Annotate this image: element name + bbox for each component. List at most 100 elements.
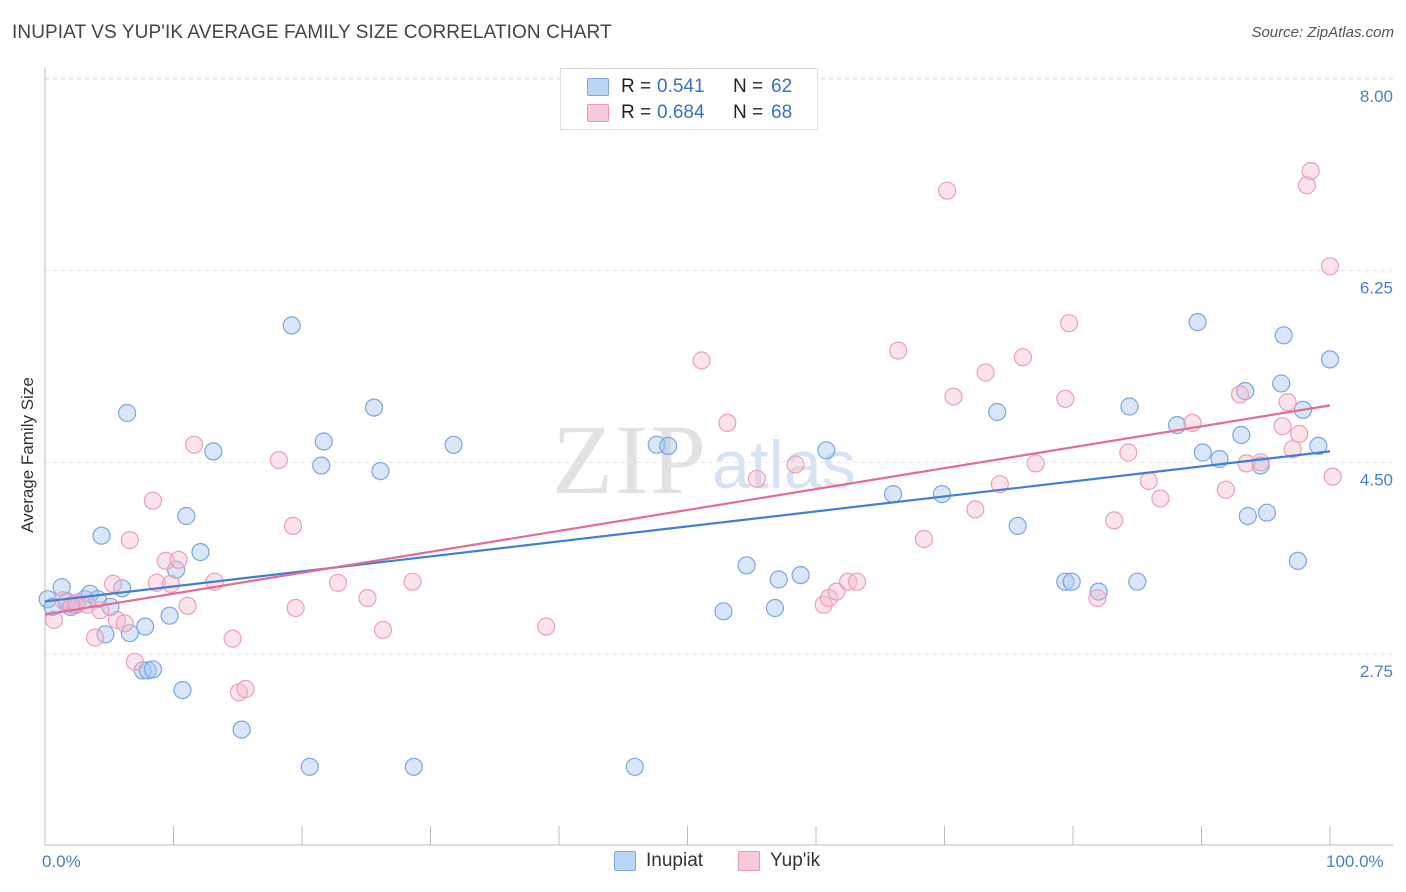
point-inupiat <box>769 570 788 589</box>
point-inupiat <box>1062 572 1081 591</box>
point-inupiat <box>1008 516 1027 536</box>
point-yupik <box>786 455 805 474</box>
legend-swatch-pink <box>587 104 609 122</box>
point-inupiat <box>177 506 196 526</box>
point-yupik <box>115 614 134 633</box>
point-inupiat <box>625 757 644 776</box>
point-yupik <box>103 574 123 594</box>
point-yupik <box>236 679 255 699</box>
legend-r-value: 0.684 <box>657 102 705 123</box>
point-inupiat <box>282 316 301 335</box>
point-yupik <box>1119 443 1138 462</box>
point-inupiat <box>43 597 62 617</box>
point-inupiat <box>1128 572 1147 591</box>
point-yupik <box>692 351 711 370</box>
point-inupiat <box>314 432 333 451</box>
point-yupik <box>358 588 377 608</box>
legend-n-label: N = <box>733 76 764 97</box>
legend-n-value: 62 <box>771 76 793 97</box>
series-yupik <box>44 161 1342 702</box>
grid-lines <box>45 77 1393 655</box>
point-inupiat <box>932 485 952 504</box>
point-yupik <box>1251 453 1270 472</box>
legend-r-value: 0.541 <box>657 76 705 97</box>
point-inupiat <box>173 680 192 700</box>
point-inupiat <box>136 617 155 636</box>
legend-row-yupik: R = 0.684 N = 68 <box>587 101 792 125</box>
trend-lines <box>44 404 1331 616</box>
point-inupiat <box>191 542 210 562</box>
point-yupik <box>718 413 737 432</box>
trend-line-inupiat <box>44 450 1331 603</box>
point-yupik <box>120 530 139 550</box>
correlation-legend: R = 0.541 N = 62 R = 0.684 N = 68 <box>560 68 818 130</box>
point-yupik <box>161 574 180 594</box>
point-inupiat <box>883 485 903 504</box>
point-yupik <box>156 551 175 571</box>
series-legend-inupiat: Inupiat <box>614 850 703 872</box>
point-inupiat <box>371 462 390 481</box>
point-inupiat <box>1236 382 1255 401</box>
point-inupiat <box>1257 503 1277 522</box>
point-inupiat <box>737 556 756 575</box>
series-inupiat <box>38 313 1340 776</box>
point-yupik <box>1056 389 1075 408</box>
point-yupik <box>1323 467 1342 486</box>
series-legend-label: Yup'ik <box>770 850 821 871</box>
point-inupiat <box>118 403 137 423</box>
point-inupiat <box>791 565 810 585</box>
point-yupik <box>328 573 348 592</box>
point-inupiat <box>714 602 733 621</box>
point-yupik <box>1290 424 1309 443</box>
point-yupik <box>1216 480 1236 499</box>
point-yupik <box>1297 176 1317 195</box>
point-yupik <box>286 598 305 618</box>
point-yupik <box>269 451 288 470</box>
chart-title: INUPIAT VS YUP'IK AVERAGE FAMILY SIZE CO… <box>12 22 612 43</box>
y-tick-label: 8.00 <box>1360 87 1393 106</box>
x-tick-label-min: 0.0% <box>42 852 81 871</box>
legend-r-label: R = <box>621 102 652 123</box>
point-inupiat <box>988 402 1007 422</box>
point-yupik <box>223 629 242 648</box>
series-legend: Inupiat Yup'ik <box>0 850 1406 878</box>
legend-swatch-blue <box>587 78 609 96</box>
point-yupik <box>1059 314 1079 333</box>
point-yupik <box>1278 393 1297 412</box>
point-inupiat <box>1274 326 1293 345</box>
point-yupik <box>1320 257 1340 276</box>
point-inupiat <box>1193 443 1212 462</box>
y-tick-label: 2.75 <box>1360 662 1393 681</box>
point-yupik <box>966 500 985 519</box>
point-inupiat <box>659 436 678 455</box>
point-yupik <box>143 491 162 510</box>
point-inupiat <box>120 624 139 643</box>
point-inupiat <box>52 578 71 597</box>
point-inupiat <box>817 441 836 460</box>
point-yupik <box>178 596 197 615</box>
point-yupik <box>1151 489 1170 508</box>
point-yupik <box>125 652 144 671</box>
point-yupik <box>847 572 867 591</box>
point-yupik <box>1230 385 1250 404</box>
point-inupiat <box>1188 313 1207 332</box>
point-yupik <box>185 435 204 454</box>
series-legend-swatch-pink <box>738 851 760 871</box>
point-yupik <box>537 617 556 636</box>
point-inupiat <box>1232 425 1251 445</box>
point-inupiat <box>96 625 115 644</box>
y-tick-labels: 8.00 6.25 4.50 2.75 <box>1360 87 1393 681</box>
point-yupik <box>827 582 846 601</box>
point-yupik <box>889 341 908 360</box>
point-yupik <box>944 387 963 406</box>
point-yupik <box>85 628 105 647</box>
point-yupik <box>1026 454 1045 473</box>
watermark-atlas: atlas <box>712 427 856 503</box>
point-yupik <box>44 610 64 630</box>
series-legend-yupik: Yup'ik <box>738 850 820 872</box>
watermark-zip: ZIP <box>552 404 708 515</box>
point-inupiat <box>1309 436 1328 455</box>
point-inupiat <box>160 606 179 625</box>
point-inupiat <box>1089 582 1108 601</box>
